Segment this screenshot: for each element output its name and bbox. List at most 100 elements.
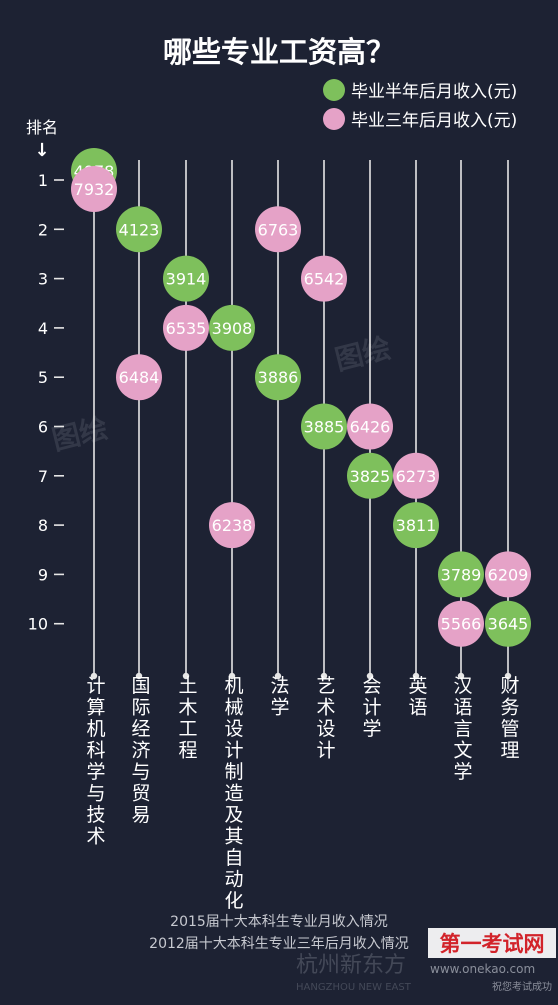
point-half-year-major-2: 4123 [116, 206, 162, 253]
point-three-year-major-1: 7932 [71, 166, 117, 212]
line-end-dot-major-1 [90, 672, 98, 680]
value-label-half-year-major-7: 3825 [350, 467, 391, 486]
footnote-2015: 2015届十大本科生专业月收入情况 [170, 914, 388, 930]
line-end-dot-major-9 [457, 672, 465, 680]
major-label-major-2: 国际经济与贸易 [131, 675, 150, 826]
point-half-year-major-8: 3811 [393, 502, 439, 549]
value-label-half-year-major-5: 3886 [258, 368, 299, 387]
line-end-dot-major-4 [228, 672, 236, 680]
legend-swatch-three-year [323, 108, 345, 130]
site-watermark-name: 第一考试网 [440, 932, 545, 956]
point-three-year-major-2: 6484 [116, 354, 162, 401]
value-label-three-year-major-2: 6484 [119, 368, 160, 387]
major-label-major-5: 法学 [270, 675, 289, 719]
rank-label-6: 6 [38, 418, 48, 437]
value-label-half-year-major-2: 4123 [119, 220, 160, 239]
value-label-three-year-major-6: 6542 [304, 270, 345, 289]
rank-label-5: 5 [38, 368, 48, 387]
value-label-three-year-major-7: 6426 [350, 418, 391, 437]
footnotes: 2015届十大本科生专业月收入情况 2012届十大本科生专业三年后月收入情况 [149, 914, 409, 952]
rank-label-7: 7 [38, 467, 48, 486]
line-end-dot-major-3 [182, 672, 190, 680]
site-watermark-box [428, 928, 556, 958]
major-label-major-4: 机械设计制造及其自动化 [224, 675, 243, 912]
city-watermark-name: 杭州新东方 [296, 953, 406, 978]
value-label-half-year-major-9: 3789 [441, 565, 482, 584]
rank-label-9: 9 [38, 565, 48, 584]
chart-title: 哪些专业工资高？ [163, 35, 395, 69]
major-label-major-6: 艺术设计 [316, 675, 335, 762]
line-end-dot-major-8 [412, 672, 420, 680]
major-label-major-8: 英语 [408, 675, 427, 719]
value-label-three-year-major-1: 7932 [74, 180, 115, 199]
value-label-half-year-major-3: 3914 [166, 270, 207, 289]
point-three-year-major-10: 6209 [485, 551, 531, 598]
marker-three-year-major-5 [255, 206, 301, 253]
marker-three-year-major-7 [347, 403, 393, 450]
value-label-three-year-major-8: 6273 [396, 467, 437, 486]
legend-swatch-half-year [323, 79, 345, 101]
value-label-three-year-major-3: 6535 [166, 319, 207, 338]
point-three-year-major-4: 6238 [209, 502, 255, 549]
major-label-major-7: 会计学 [362, 675, 381, 740]
major-label-major-9: 汉语言文学 [453, 675, 472, 783]
line-end-dot-major-2 [135, 672, 143, 680]
rank-axis: 1 2 3 4 5 6 7 8 9 10 [28, 171, 64, 634]
marker-half-year-major-6 [301, 403, 347, 450]
rank-label-4: 4 [38, 319, 48, 338]
line-end-dot-major-7 [366, 672, 374, 680]
point-half-year-major-4: 3908 [209, 304, 255, 351]
line-end-dot-major-5 [274, 672, 282, 680]
legend-label-half-year: 毕业半年后月收入(元) [351, 82, 517, 102]
value-label-half-year-major-10: 3645 [488, 615, 529, 634]
value-label-three-year-major-10: 6209 [488, 565, 529, 584]
value-label-three-year-major-5: 6763 [258, 220, 299, 239]
marker-half-year-major-5 [255, 354, 301, 401]
rank-label-8: 8 [38, 516, 48, 535]
point-half-year-major-7: 3825 [347, 452, 393, 499]
point-half-year-major-5: 3886 [255, 354, 301, 401]
rank-label-2: 2 [38, 220, 48, 239]
point-half-year-major-9: 3789 [438, 551, 484, 598]
point-three-year-major-8: 6273 [393, 452, 439, 499]
footnote-2012: 2012届十大本科生专业三年后月收入情况 [149, 936, 409, 952]
marker-three-year-major-4 [209, 502, 255, 549]
legend: 毕业半年后月收入(元) 毕业三年后月收入(元) [323, 79, 517, 131]
marker-three-year-major-8 [393, 452, 439, 499]
marker-half-year-major-7 [347, 452, 393, 499]
site-watermark-url: www.onekao.com [430, 962, 535, 976]
value-label-half-year-major-8: 3811 [396, 516, 437, 535]
rank-label-1: 1 [38, 171, 48, 190]
marker-three-year-major-9 [438, 600, 484, 647]
value-label-three-year-major-4: 6238 [212, 516, 253, 535]
point-three-year-major-7: 6426 [347, 403, 393, 450]
marker-three-year-major-2 [116, 354, 162, 401]
point-half-year-major-10: 3645 [485, 600, 531, 647]
site-watermark-slogan: 祝您考试成功 [492, 980, 552, 993]
point-half-year-major-6: 3885 [301, 403, 347, 450]
marker-half-year-major-2 [116, 206, 162, 253]
site-watermark: 第一考试网 www.onekao.com 祝您考试成功 杭州新东方 HANGZH… [296, 928, 556, 993]
marker-half-year-major-9 [438, 551, 484, 598]
marker-three-year-major-6 [301, 255, 347, 302]
point-three-year-major-5: 6763 [255, 206, 301, 253]
marker-half-year-major-4 [209, 304, 255, 351]
major-labels: 计算机科学与技术 国际经济与贸易 土木工程 机械设计制造及其自动化 法学 艺术设计 会计学 英… [86, 675, 519, 912]
marker-half-year-major-3 [163, 255, 209, 302]
rank-label-10: 10 [28, 615, 48, 634]
value-label-three-year-major-9: 5566 [441, 615, 482, 634]
city-watermark-roman: HANGZHOU NEW EAST [296, 982, 412, 993]
value-label-half-year-major-6: 3885 [304, 418, 345, 437]
rank-axis-arrow: ↓ [34, 140, 49, 161]
rank-axis-label: 排名 [26, 118, 58, 137]
point-half-year-major-3: 3914 [163, 255, 209, 302]
point-three-year-major-3: 6535 [163, 304, 209, 351]
major-label-major-3: 土木工程 [178, 675, 197, 762]
marker-three-year-major-1 [71, 166, 117, 212]
data-points: 4978412339143908388638853825381137893645… [71, 148, 531, 647]
marker-half-year-major-8 [393, 502, 439, 549]
line-end-dot-major-10 [504, 672, 512, 680]
